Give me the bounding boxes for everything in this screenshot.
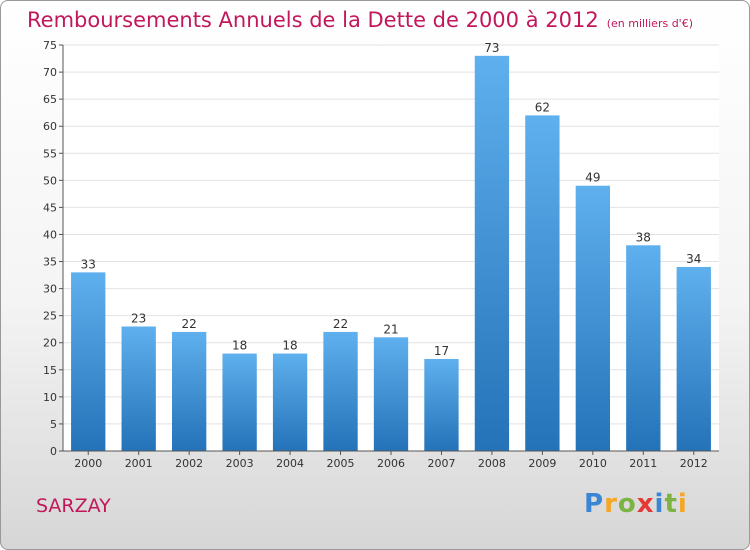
- x-tick-label: 2007: [427, 457, 455, 470]
- y-tick-label: 30: [43, 283, 57, 296]
- logo-letter: i: [677, 489, 688, 519]
- y-tick-label: 60: [43, 120, 57, 133]
- x-tick-label: 2000: [74, 457, 102, 470]
- y-tick-label: 0: [50, 445, 57, 458]
- y-tick-label: 75: [43, 39, 57, 52]
- x-tick-label: 2005: [327, 457, 355, 470]
- town-name: SARZAY: [36, 495, 111, 517]
- x-tick-label: 2006: [377, 457, 405, 470]
- chart-title: Remboursements Annuels de la Dette de 20…: [27, 8, 693, 32]
- y-tick-label: 65: [43, 93, 57, 106]
- bar-value-label: 21: [383, 322, 398, 336]
- x-tick-label: 2009: [528, 457, 556, 470]
- bar: [121, 326, 156, 451]
- y-tick-label: 35: [43, 256, 57, 269]
- bar: [626, 245, 661, 451]
- proxiti-logo: Proxiti: [584, 489, 688, 519]
- bar: [676, 266, 711, 451]
- y-tick-label: 20: [43, 337, 57, 350]
- x-tick-label: 2012: [680, 457, 708, 470]
- bar: [222, 353, 257, 451]
- bar-value-label: 23: [131, 311, 146, 325]
- y-tick-label: 15: [43, 364, 57, 377]
- bar-value-label: 33: [81, 257, 96, 271]
- y-tick-label: 50: [43, 174, 57, 187]
- y-tick-label: 70: [43, 66, 57, 79]
- chart-title-text: Remboursements Annuels de la Dette de 20…: [27, 8, 599, 32]
- x-tick-label: 2004: [276, 457, 304, 470]
- logo-letter: t: [664, 489, 678, 519]
- logo-letter: r: [604, 489, 618, 519]
- y-axis: 0 5 10 15 20 25 30 35 40 45 50 55 60 65 70 75: [43, 39, 63, 458]
- y-tick-label: 25: [43, 310, 57, 323]
- x-axis: 2000 2001 2002 2003 2004 2005 2006 2007 2008 2009…: [74, 451, 708, 470]
- y-tick-label: 45: [43, 201, 57, 214]
- logo-letter: P: [584, 489, 605, 519]
- bar: [171, 331, 207, 451]
- y-tick-label: 10: [43, 391, 57, 404]
- bar-value-label: 22: [182, 317, 197, 331]
- bar: [575, 185, 611, 451]
- bar-value-label: 38: [636, 230, 651, 244]
- x-tick-label: 2008: [478, 457, 506, 470]
- bar-value-label: 62: [535, 100, 550, 114]
- bar-value-label: 49: [585, 171, 600, 185]
- logo-letter: x: [636, 489, 655, 519]
- unit-note: (en milliers d'€): [606, 17, 693, 30]
- y-tick-label: 40: [43, 228, 57, 241]
- bar: [474, 55, 510, 452]
- bar: [323, 331, 358, 451]
- bar-value-label: 22: [333, 317, 348, 331]
- bar-value-label: 18: [282, 339, 297, 353]
- logo-letter: o: [617, 489, 637, 519]
- bar-value-label: 34: [686, 252, 701, 266]
- bar: [525, 115, 560, 451]
- bar: [373, 337, 409, 451]
- bar: [71, 272, 106, 451]
- bar-value-label: 17: [434, 344, 449, 358]
- y-tick-label: 55: [43, 147, 57, 160]
- x-tick-label: 2002: [175, 457, 203, 470]
- y-tick-label: 5: [50, 418, 57, 431]
- bar-value-label: 73: [484, 41, 499, 55]
- bar: [272, 353, 308, 451]
- bar: [424, 358, 459, 451]
- logo-letter: i: [654, 489, 665, 519]
- x-tick-label: 2003: [226, 457, 254, 470]
- x-tick-label: 2011: [629, 457, 657, 470]
- bars: 33 23 22 18 18 22 21 17 73 62 49 38 34: [71, 41, 711, 452]
- x-tick-label: 2010: [579, 457, 607, 470]
- bar-value-label: 18: [232, 339, 247, 353]
- x-tick-label: 2001: [125, 457, 153, 470]
